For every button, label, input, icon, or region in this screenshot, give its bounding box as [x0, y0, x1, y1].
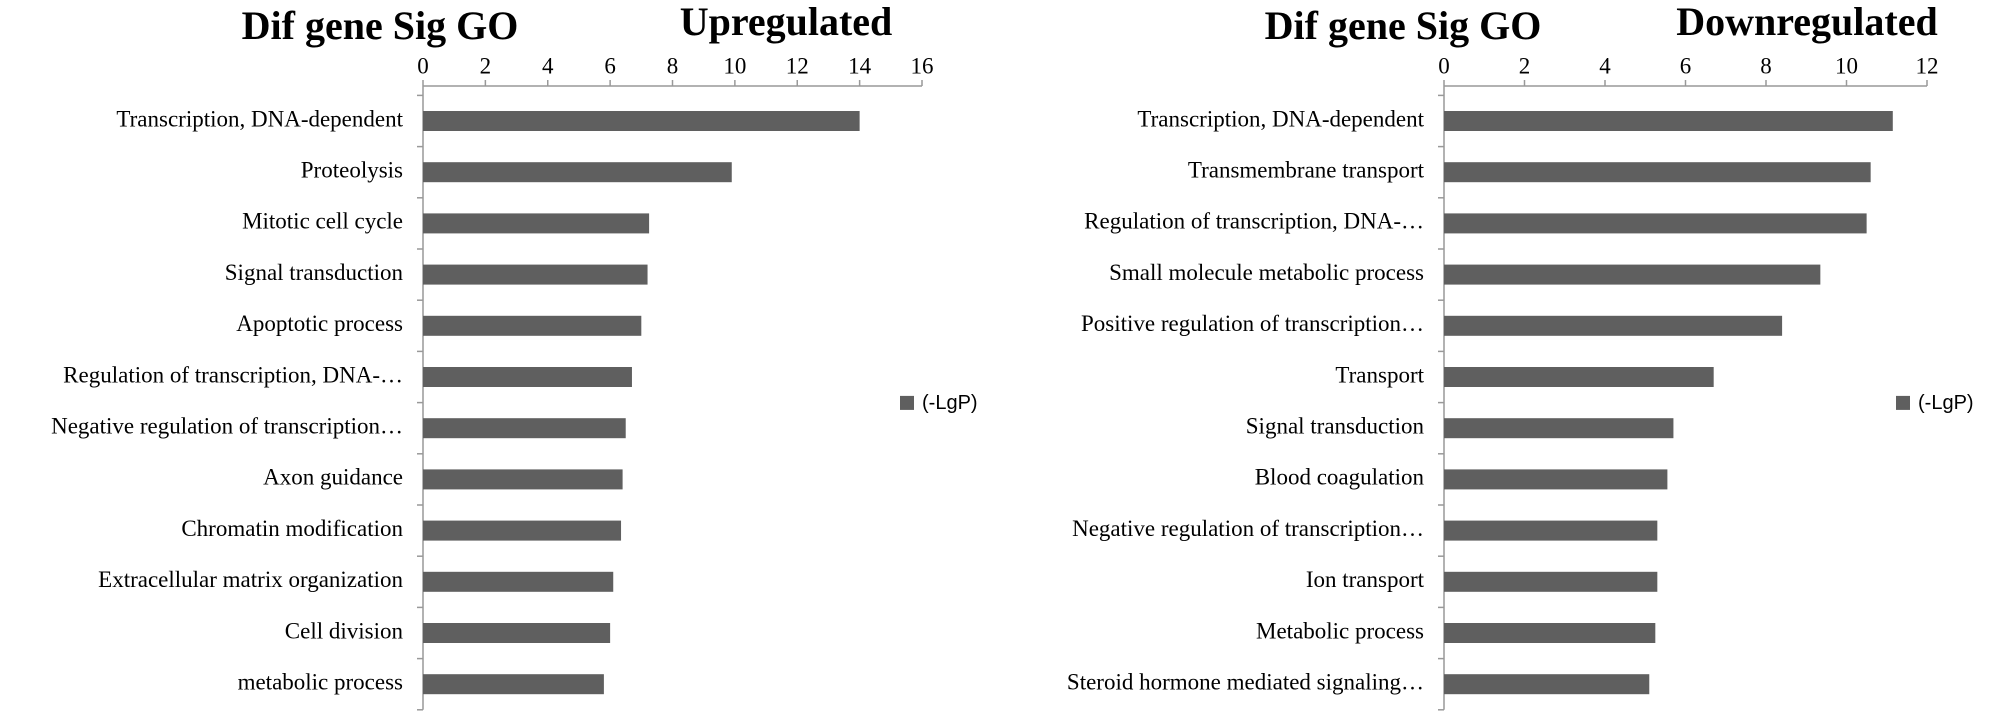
y-tick-label: metabolic process [238, 669, 403, 694]
bar [423, 469, 623, 490]
y-tick-label: Regulation of transcription, DNA-… [1084, 209, 1424, 234]
y-tick-label: Regulation of transcription, DNA-… [63, 362, 403, 387]
y-tick-label: Positive regulation of transcription… [1081, 311, 1424, 336]
bar [1444, 111, 1893, 131]
bar [423, 367, 632, 387]
x-tick-label: 16 [911, 53, 934, 78]
bar [423, 623, 611, 643]
bar [423, 315, 642, 336]
bar [1444, 213, 1867, 234]
x-tick-label: 8 [667, 53, 679, 78]
bar [1444, 674, 1650, 695]
bar [423, 674, 604, 695]
y-tick-label: Signal transduction [1246, 413, 1425, 438]
x-tick-label: 14 [848, 53, 872, 78]
chart-title: Dif gene Sig GO [242, 3, 519, 48]
x-tick-label: 2 [1519, 53, 1531, 78]
x-tick-label: 12 [786, 53, 809, 78]
bar [423, 213, 650, 234]
y-tick-label: Steroid hormone mediated signaling… [1067, 669, 1424, 694]
bar [1444, 571, 1658, 592]
chart-subtitle: Downregulated [1676, 0, 1937, 44]
y-tick-label: Extracellular matrix organization [98, 567, 403, 592]
bar [423, 162, 732, 183]
y-tick-label: Ion transport [1306, 567, 1425, 592]
y-tick-label: Blood coagulation [1255, 465, 1425, 490]
y-tick-label: Proteolysis [301, 157, 403, 182]
y-tick-label: Small molecule metabolic process [1109, 260, 1424, 285]
x-tick-label: 10 [723, 53, 746, 78]
x-tick-label: 4 [1599, 53, 1611, 78]
y-tick-label: Transport [1335, 362, 1424, 387]
y-tick-label: Negative regulation of transcription… [1072, 516, 1424, 541]
bar [1444, 367, 1714, 387]
y-tick-label: Cell division [285, 618, 404, 643]
bar [423, 264, 648, 285]
bar [423, 571, 614, 592]
bar [1444, 315, 1783, 336]
bar [1444, 264, 1821, 285]
x-tick-label: 4 [542, 53, 554, 78]
x-tick-label: 12 [1916, 53, 1939, 78]
bar [1444, 520, 1658, 541]
x-tick-label: 6 [604, 53, 616, 78]
y-tick-label: Chromatin modification [181, 516, 403, 541]
bar [423, 111, 860, 131]
y-tick-label: Metabolic process [1256, 618, 1424, 643]
x-tick-label: 2 [480, 53, 492, 78]
y-tick-label: Transmembrane transport [1188, 157, 1425, 182]
y-tick-label: Transcription, DNA-dependent [116, 106, 403, 131]
x-tick-label: 0 [417, 53, 429, 78]
y-tick-label: Axon guidance [263, 465, 403, 490]
legend-label: (-LgP) [1918, 392, 1974, 414]
x-tick-label: 6 [1680, 53, 1692, 78]
chart-title: Dif gene Sig GO [1265, 3, 1542, 48]
bar [1444, 162, 1871, 183]
bar [423, 418, 626, 439]
bar [1444, 418, 1674, 439]
y-tick-label: Transcription, DNA-dependent [1137, 106, 1424, 131]
chart-subtitle: Upregulated [680, 0, 893, 44]
x-tick-label: 10 [1835, 53, 1858, 78]
bar [1444, 623, 1656, 643]
y-tick-label: Mitotic cell cycle [242, 209, 403, 234]
y-tick-label: Apoptotic process [236, 311, 403, 336]
y-tick-label: Negative regulation of transcription… [51, 413, 403, 438]
x-tick-label: 8 [1760, 53, 1772, 78]
x-tick-label: 0 [1438, 53, 1450, 78]
legend-swatch [900, 395, 914, 410]
y-tick-label: Signal transduction [225, 260, 404, 285]
bar [423, 520, 622, 541]
bar [1444, 469, 1668, 490]
legend-swatch [1896, 395, 1910, 410]
legend-label: (-LgP) [922, 392, 978, 414]
